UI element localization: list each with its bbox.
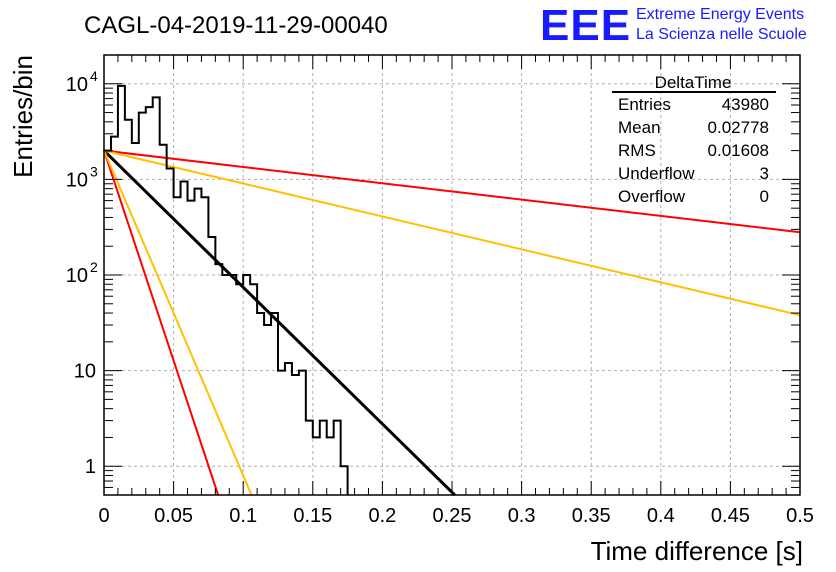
x-tick-label: 0.45 bbox=[711, 505, 750, 527]
y-axis-label: Entries/bin bbox=[8, 55, 38, 178]
axis-ticks bbox=[103, 54, 801, 496]
stats-row-value: 0.01608 bbox=[708, 141, 769, 160]
stats-row-label: Underflow bbox=[618, 164, 695, 183]
fit-line bbox=[103, 150, 253, 496]
x-tick-label: 0 bbox=[98, 505, 109, 527]
stats-row-value: 3 bbox=[760, 164, 769, 183]
y-tick-label: 10 bbox=[74, 361, 96, 383]
chart-title: CAGL-04-2019-11-29-00040 bbox=[84, 12, 388, 39]
x-tick-labels: 0 0.05 0.1 0.15 0.2 0.25 0.3 0.35 0.4 0.45 0.5 bbox=[98, 505, 813, 527]
x-tick-label: 0.2 bbox=[368, 505, 396, 527]
fit-line bbox=[103, 149, 801, 234]
stats-row-label: Entries bbox=[618, 95, 671, 114]
eee-logo-mark: EEE bbox=[540, 1, 631, 50]
grid-lines bbox=[104, 55, 800, 495]
fit-line bbox=[103, 150, 220, 496]
y-tick-label: 1 bbox=[85, 456, 96, 478]
fit-line bbox=[102, 149, 456, 497]
x-tick-label: 0.1 bbox=[229, 505, 257, 527]
x-tick-label: 0.35 bbox=[572, 505, 611, 527]
fit-line bbox=[103, 149, 801, 317]
y-tick-exponent: 4 bbox=[90, 68, 98, 84]
x-tick-label: 0.4 bbox=[647, 505, 675, 527]
y-tick-exponent: 2 bbox=[90, 259, 98, 275]
logo-line-2: La Scienza nelle Scuole bbox=[636, 26, 807, 43]
x-tick-label: 0.5 bbox=[786, 505, 814, 527]
fit-lines bbox=[102, 149, 801, 497]
y-tick-label: 10 bbox=[66, 265, 88, 287]
x-tick-label: 0.05 bbox=[154, 505, 193, 527]
stats-box: DeltaTime Entries 43980 Mean 0.02778 RMS 0.01… bbox=[612, 73, 776, 206]
stats-title: DeltaTime bbox=[655, 73, 732, 92]
stats-row-value: 0 bbox=[760, 187, 769, 206]
x-tick-label: 0.25 bbox=[433, 505, 472, 527]
y-tick-label: 10 bbox=[66, 74, 88, 96]
logo-line-1: Extreme Energy Events bbox=[636, 6, 804, 23]
histogram-outline bbox=[104, 84, 349, 495]
x-tick-label: 0.15 bbox=[293, 505, 332, 527]
x-tick-label: 0.3 bbox=[508, 505, 536, 527]
stats-rows: Entries 43980 Mean 0.02778 RMS 0.01608 Underfl… bbox=[618, 95, 769, 206]
stats-row-label: RMS bbox=[618, 141, 656, 160]
y-tick-label: 10 bbox=[66, 169, 88, 191]
eee-logo: EEE Extreme Energy Events La Scienza nel… bbox=[540, 1, 807, 50]
stats-row-value: 0.02778 bbox=[708, 118, 769, 137]
y-tick-exponent: 3 bbox=[90, 163, 98, 179]
stats-row-value: 43980 bbox=[722, 95, 769, 114]
x-axis-label: Time difference [s] bbox=[591, 536, 803, 566]
stats-row-label: Mean bbox=[618, 118, 661, 137]
stats-row-label: Overflow bbox=[618, 187, 686, 206]
